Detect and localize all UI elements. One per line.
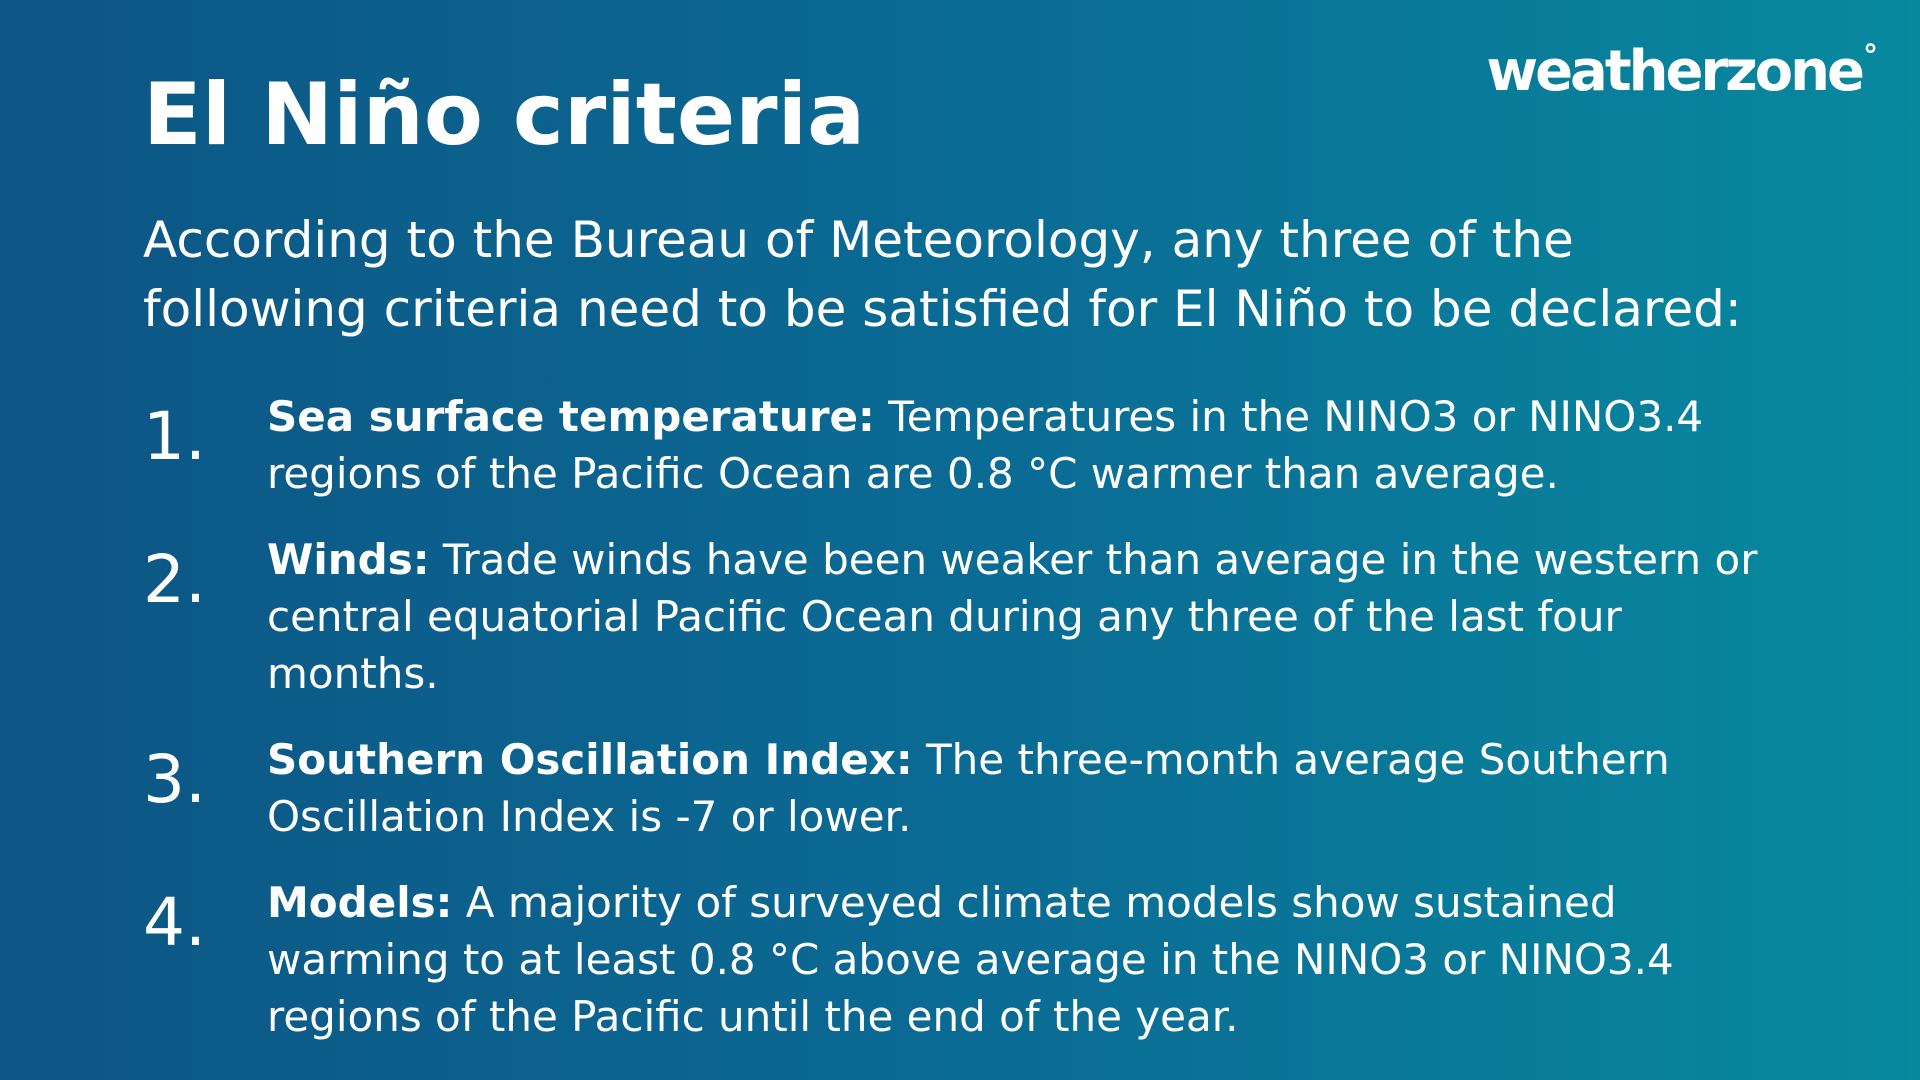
criterion-text: A majority of surveyed climate models sh…	[267, 878, 1674, 1041]
criterion-heading: Sea surface temperature:	[267, 392, 875, 441]
criterion-number: 4.	[143, 884, 206, 961]
criteria-list: 1. Sea surface temperature: Temperatures…	[143, 388, 1803, 1074]
criterion-body: Southern Oscillation Index: The three-mo…	[267, 731, 1797, 845]
criterion-heading: Southern Oscillation Index:	[267, 735, 913, 784]
criterion-body: Models: A majority of surveyed climate m…	[267, 874, 1797, 1045]
criterion-item: 1. Sea surface temperature: Temperatures…	[143, 388, 1803, 502]
page-title: El Niño criteria	[143, 65, 866, 165]
criterion-item: 4. Models: A majority of surveyed climat…	[143, 874, 1803, 1045]
criterion-heading: Winds:	[267, 535, 430, 584]
logo-degree-mark: °	[1863, 39, 1878, 74]
criterion-item: 3. Southern Oscillation Index: The three…	[143, 731, 1803, 845]
criterion-number: 2.	[143, 541, 206, 618]
criterion-heading: Models:	[267, 878, 453, 927]
criterion-text: Trade winds have been weaker than averag…	[267, 535, 1758, 698]
criterion-body: Sea surface temperature: Temperatures in…	[267, 388, 1797, 502]
criterion-body: Winds: Trade winds have been weaker than…	[267, 531, 1797, 702]
criterion-text: Temperatures in the NINO3 or NINO3.4 reg…	[267, 392, 1704, 498]
criterion-item: 2. Winds: Trade winds have been weaker t…	[143, 531, 1803, 702]
intro-text: According to the Bureau of Meteorology, …	[143, 211, 1742, 338]
weatherzone-logo: weatherzone°	[1486, 42, 1878, 100]
criterion-number: 1.	[143, 398, 206, 475]
criterion-number: 3.	[143, 741, 206, 818]
logo-text: weatherzone	[1486, 39, 1865, 104]
criterion-text: The three-month average Southern Oscilla…	[267, 735, 1670, 841]
